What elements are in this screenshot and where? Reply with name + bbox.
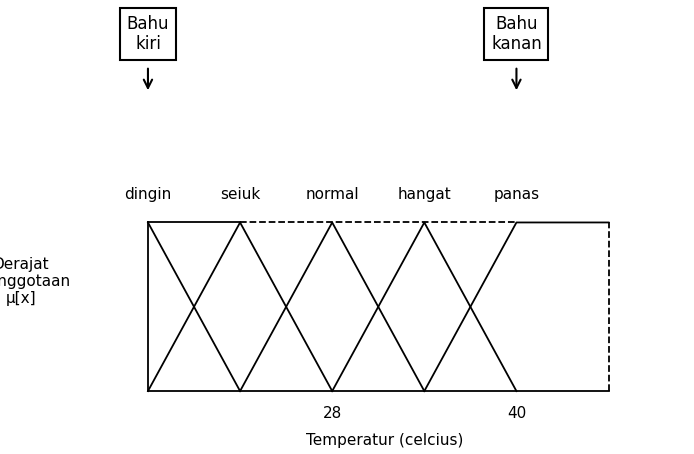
Text: hangat: hangat [398,187,451,202]
X-axis label: Temperatur (celcius): Temperatur (celcius) [307,433,464,448]
Text: Bahu
kanan: Bahu kanan [491,15,542,54]
Text: Derajat
keanggotaan
μ[x]: Derajat keanggotaan μ[x] [0,257,71,306]
Text: seiuk: seiuk [220,187,260,202]
Text: dingin: dingin [124,187,171,202]
Text: Bahu
kiri: Bahu kiri [127,15,169,54]
Text: normal: normal [305,187,359,202]
Text: panas: panas [493,187,539,202]
